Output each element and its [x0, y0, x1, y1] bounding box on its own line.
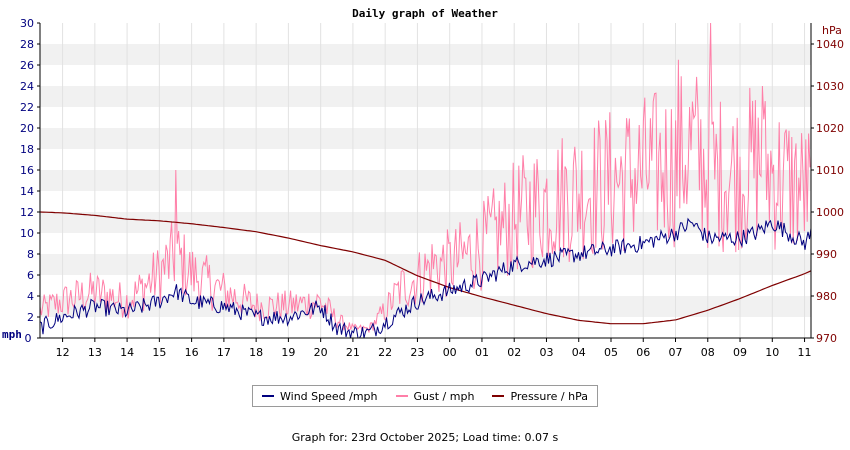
right-tick-label: 1030 — [816, 80, 844, 93]
gust-series — [39, 22, 811, 333]
x-tick-label: 21 — [346, 346, 360, 359]
x-tick-label: 04 — [572, 346, 586, 359]
left-tick-label: 2 — [27, 311, 34, 324]
pressure-line — [39, 211, 812, 325]
x-tick-label: 22 — [378, 346, 392, 359]
left-tick-label: 8 — [27, 248, 34, 261]
left-tick-label: 22 — [20, 101, 34, 114]
x-tick-label: 05 — [604, 346, 618, 359]
x-tick-label: 15 — [152, 346, 166, 359]
x-tick-label: 18 — [249, 346, 263, 359]
left-tick-label: 4 — [27, 290, 34, 303]
left-tick-label: 6 — [27, 269, 34, 282]
x-tick-label: 23 — [410, 346, 424, 359]
x-tick-label: 11 — [798, 346, 812, 359]
left-tick-label: 16 — [20, 164, 34, 177]
right-tick-label: 980 — [816, 290, 837, 303]
gust-line — [39, 22, 811, 333]
left-tick-label: 10 — [20, 227, 34, 240]
left-tick-label: 0 — [25, 332, 32, 345]
grid-band — [40, 128, 811, 149]
x-tick-label: 09 — [733, 346, 747, 359]
legend-label-wind: Wind Speed /mph — [280, 389, 378, 403]
x-tick-label: 16 — [185, 346, 199, 359]
right-tick-label: 1010 — [816, 164, 844, 177]
left-tick-label: 26 — [20, 59, 34, 72]
x-tick-label: 19 — [281, 346, 295, 359]
legend-item-pressure: Pressure / hPa — [492, 390, 588, 403]
chart-title: Daily graph of Weather — [352, 7, 498, 20]
left-tick-label: 20 — [20, 122, 34, 135]
right-axis-unit: hPa — [822, 24, 842, 37]
right-tick-label: 970 — [816, 332, 837, 345]
right-tick-label: 1000 — [816, 206, 844, 219]
wind-speed-line — [39, 217, 812, 339]
left-axis-unit: mph — [2, 328, 22, 341]
right-tick-label: 1040 — [816, 38, 844, 51]
right-tick-label: 990 — [816, 248, 837, 261]
x-tick-label: 14 — [120, 346, 134, 359]
x-tick-label: 20 — [314, 346, 328, 359]
x-tick-label: 07 — [669, 346, 683, 359]
grid-band — [40, 212, 811, 233]
x-tick-label: 01 — [475, 346, 489, 359]
x-tick-label: 03 — [539, 346, 553, 359]
x-tick-label: 10 — [765, 346, 779, 359]
x-tick-label: 17 — [217, 346, 231, 359]
left-tick-label: 24 — [20, 80, 34, 93]
grid-band — [40, 170, 811, 191]
left-tick-label: 28 — [20, 38, 34, 51]
legend-label-gust: Gust / mph — [413, 389, 475, 403]
chart-axes — [39, 23, 812, 339]
right-axis-ticks: 970 980 990 1000 1010 1020 1030 1040 — [811, 38, 844, 345]
left-tick-label: 14 — [20, 185, 34, 198]
right-tick-label: 1020 — [816, 122, 844, 135]
left-tick-label: 12 — [20, 206, 34, 219]
x-tick-label: 12 — [56, 346, 70, 359]
x-tick-label: 00 — [443, 346, 457, 359]
x-tick-label: 02 — [507, 346, 521, 359]
grid-band — [40, 44, 811, 65]
legend-item-wind: Wind Speed /mph — [262, 390, 378, 403]
legend-item-gust: Gust / mph — [395, 389, 475, 403]
grid-band — [40, 86, 811, 107]
left-tick-label: 18 — [20, 143, 34, 156]
wind-series — [39, 217, 812, 339]
x-tick-label: 08 — [701, 346, 715, 359]
legend-swatch-gust — [395, 395, 408, 397]
left-tick-label: 30 — [20, 17, 34, 30]
x-tick-label: 13 — [88, 346, 102, 359]
footer-status: Graph for: 23rd October 2025; Load time:… — [291, 431, 559, 444]
chart-legend: Wind Speed /mph Gust / mph Pressure / hP… — [252, 385, 598, 407]
legend-label-pressure: Pressure / hPa — [510, 389, 588, 403]
legend-swatch-wind — [262, 395, 274, 397]
x-axis-ticks: 12 13 14 15 16 17 18 19 20 21 22 23 00 01 02 03 04 05 06 07… — [56, 338, 812, 359]
legend-swatch-pressure — [492, 395, 505, 397]
pressure-series — [39, 211, 812, 325]
x-tick-label: 06 — [636, 346, 650, 359]
background-bands — [40, 44, 811, 317]
